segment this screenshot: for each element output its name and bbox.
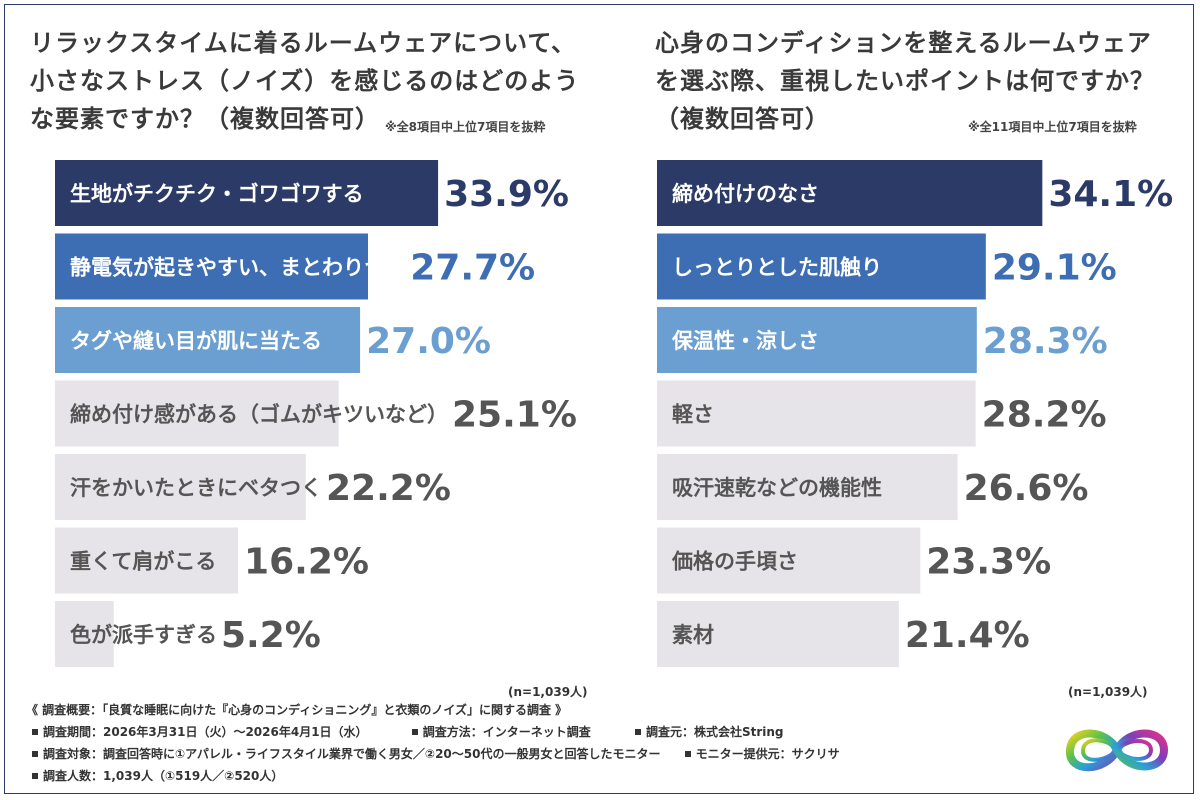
- right-sample-size: (n=1,039人): [1068, 685, 1148, 699]
- left-title-line-1: リラックスタイムに着るルームウェアについて、: [30, 29, 577, 57]
- left-category-label-3: タグや縫い目が肌に当たる: [70, 329, 322, 353]
- monitor-provider: モニター提供元：サクリサ: [695, 747, 840, 761]
- bullet-square-icon: [32, 750, 38, 757]
- figure-frame: [4, 4, 1194, 794]
- overview-heading: 《 調査概要：「良質な睡眠に向けた『心身のコンディショニング』と衣類のノイズ」に…: [26, 703, 568, 717]
- survey-method: 調査方法：インターネット調査: [422, 725, 591, 739]
- left-bar-chart: 生地がチクチク・ゴワゴワする 33.9% 静電気が起きやすい、まとわりつく 27.7%…: [55, 160, 577, 667]
- survey-count: 調査人数：1,039人（①519人／②520人）: [43, 769, 284, 783]
- survey-overview: 《 調査概要：「良質な睡眠に向けた『心身のコンディショニング』と衣類のノイズ」に…: [26, 699, 926, 787]
- right-category-label-7: 素材: [672, 623, 714, 647]
- left-bar-6: [55, 527, 239, 594]
- left-category-label-6: 重くて肩がこる: [70, 550, 216, 574]
- right-category-label-5: 吸汗速乾などの機能性: [672, 476, 882, 500]
- right-bar-1: [657, 160, 1043, 226]
- left-title-line-2: 小さなストレス（ノイズ）を感じるのはどのよう: [30, 67, 580, 95]
- right-bar-3: [657, 307, 977, 373]
- left-bar-4: [55, 380, 339, 447]
- right-value-label-7: 21.4%: [905, 615, 1030, 656]
- survey-source: 調査元：株式会社String: [645, 725, 784, 739]
- left-category-label-1: 生地がチクチク・ゴワゴワする: [70, 182, 364, 206]
- left-value-label-3: 27.0%: [366, 321, 491, 362]
- right-value-label-5: 26.6%: [964, 468, 1089, 509]
- left-value-label-1: 33.9%: [444, 174, 569, 215]
- right-bar-4: [657, 380, 976, 447]
- right-title-line-1: 心身のコンディションを整えるルームウェア: [655, 29, 1152, 57]
- right-category-label-3: 保温性・涼しさ: [671, 329, 819, 353]
- left-sample-size: (n=1,039人): [508, 685, 588, 699]
- right-category-label-6: 価格の手頃さ: [671, 550, 798, 574]
- right-value-label-1: 34.1%: [1048, 174, 1173, 215]
- bullet-square-icon: [684, 750, 691, 757]
- left-category-label-2: 静電気が起きやすい、まとわりつく: [70, 256, 406, 280]
- left-value-label-4: 25.1%: [452, 395, 577, 436]
- right-value-label-4: 28.2%: [982, 395, 1107, 436]
- survey-target: 調査対象：調査回答時に①アパレル・ライフスタイル業界で働く男女／②20～50代の…: [43, 747, 661, 761]
- overview-row-1: 調査期間：2026年3月31日（火）～2026年4月1日（水） 調査方法：インタ…: [26, 721, 926, 743]
- right-value-label-2: 29.1%: [992, 248, 1117, 289]
- left-bar-7: [55, 601, 114, 667]
- survey-period: 調査期間：2026年3月31日（火）～2026年4月1日（水）: [43, 725, 368, 739]
- overview-row-3: 調査人数：1,039人（①519人／②520人）: [26, 765, 926, 787]
- right-bar-chart: 締め付けのなさ 34.1% しっとりとした肌触り 29.1% 保温性・涼しさ 28.3% 軽…: [657, 160, 1173, 667]
- right-category-label-1: 締め付けのなさ: [672, 182, 819, 206]
- bullet-square-icon: [411, 728, 418, 735]
- right-category-label-4: 軽さ: [672, 403, 714, 427]
- left-value-label-5: 22.2%: [326, 468, 451, 509]
- left-bar-5: [55, 454, 306, 520]
- left-category-label-5: 汗をかいたときにベタつく: [70, 476, 322, 500]
- right-bar-7: [657, 601, 899, 667]
- overview-row-2: 調査対象：調査回答時に①アパレル・ライフスタイル業界で働く男女／②20～50代の…: [26, 743, 926, 765]
- right-note: ※全11項目中上位7項目を抜粋: [968, 120, 1137, 134]
- left-bar-2: [55, 233, 369, 300]
- left-note: ※全8項目中上位7項目を抜粋: [385, 120, 546, 134]
- left-bar-1: [55, 160, 439, 226]
- right-question-title: 心身のコンディションを整えるルームウェア を選ぶ際、重視したいポイントは何ですか…: [655, 24, 1175, 138]
- right-value-label-3: 28.3%: [983, 321, 1108, 362]
- bullet-square-icon: [32, 772, 38, 779]
- infinity-rainbow-logo-icon: [1066, 729, 1169, 772]
- right-category-label-2: しっとりとした肌触り: [672, 256, 882, 280]
- right-bar-2: [657, 233, 986, 300]
- right-title-line-2: を選ぶ際、重視したいポイントは何ですか？: [655, 67, 1155, 95]
- right-title-line-3: （複数回答可）: [655, 105, 830, 133]
- left-value-label-7: 5.2%: [221, 615, 321, 656]
- right-bar-5: [657, 454, 958, 520]
- left-category-label-7: 色が派手すぎる: [70, 623, 217, 647]
- left-value-label-2: 27.7%: [410, 248, 535, 289]
- left-question-title: リラックスタイムに着るルームウェアについて、 小さなストレス（ノイズ）を感じるの…: [30, 24, 590, 138]
- bullet-square-icon: [32, 728, 38, 735]
- left-title-line-3: な要素ですか？（複数回答可）: [30, 105, 380, 133]
- right-value-label-6: 23.3%: [926, 542, 1051, 583]
- left-value-label-6: 16.2%: [244, 542, 369, 583]
- right-bar-6: [657, 527, 921, 594]
- left-bar-3: [55, 307, 361, 373]
- bullet-square-icon: [634, 728, 641, 735]
- left-category-label-4: 締め付け感がある（ゴムがキツいなど）: [70, 403, 448, 427]
